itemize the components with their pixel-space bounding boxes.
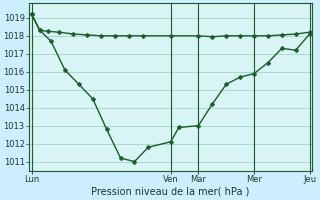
X-axis label: Pression niveau de la mer( hPa ): Pression niveau de la mer( hPa ) xyxy=(92,187,250,197)
